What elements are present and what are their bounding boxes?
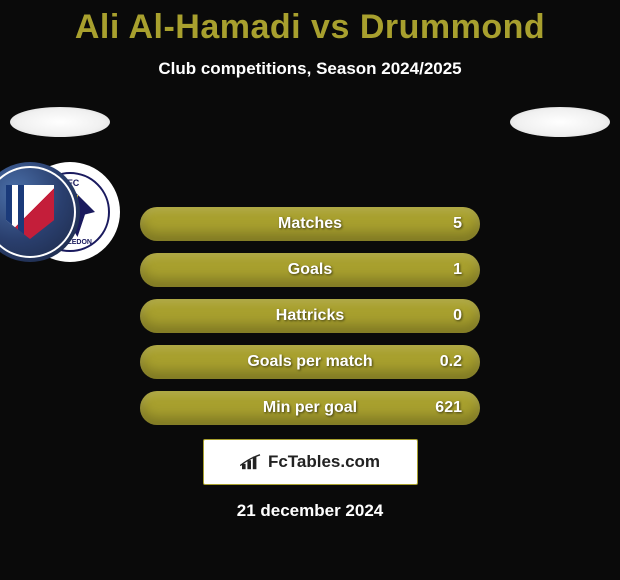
bar-chart-icon — [240, 453, 262, 471]
stat-label: Goals — [288, 261, 332, 279]
stat-value: 621 — [435, 399, 462, 417]
stat-value: 1 — [453, 261, 462, 279]
logo-text: FcTables.com — [268, 452, 380, 472]
stat-bar-min-per-goal: Min per goal 621 — [140, 391, 480, 425]
date-text: 21 december 2024 — [0, 501, 620, 521]
stat-label: Goals per match — [247, 353, 372, 371]
stat-value: 5 — [453, 215, 462, 233]
stat-label: Matches — [278, 215, 342, 233]
stat-value: 0 — [453, 307, 462, 325]
stat-label: Min per goal — [263, 399, 357, 417]
player-photo-left — [10, 107, 110, 137]
stat-bar-goals: Goals 1 — [140, 253, 480, 287]
comparison-widget: Ali Al-Hamadi vs Drummond Club competiti… — [0, 0, 620, 521]
subtitle: Club competitions, Season 2024/2025 — [0, 59, 620, 79]
player-photo-right — [510, 107, 610, 137]
stat-bar-hattricks: Hattricks 0 — [140, 299, 480, 333]
stat-bar-matches: Matches 5 — [140, 207, 480, 241]
stats-column: Matches 5 Goals 1 Hattricks 0 Goals per … — [140, 207, 480, 425]
page-title: Ali Al-Hamadi vs Drummond — [0, 8, 620, 47]
stat-value: 0.2 — [440, 353, 462, 371]
comparison-area: AFC WIMBLEDON Matches 5 Goals 1 Hattrick… — [0, 107, 620, 521]
stat-label: Hattricks — [276, 307, 344, 325]
fctables-logo-box[interactable]: FcTables.com — [203, 439, 418, 485]
stat-bar-goals-per-match: Goals per match 0.2 — [140, 345, 480, 379]
